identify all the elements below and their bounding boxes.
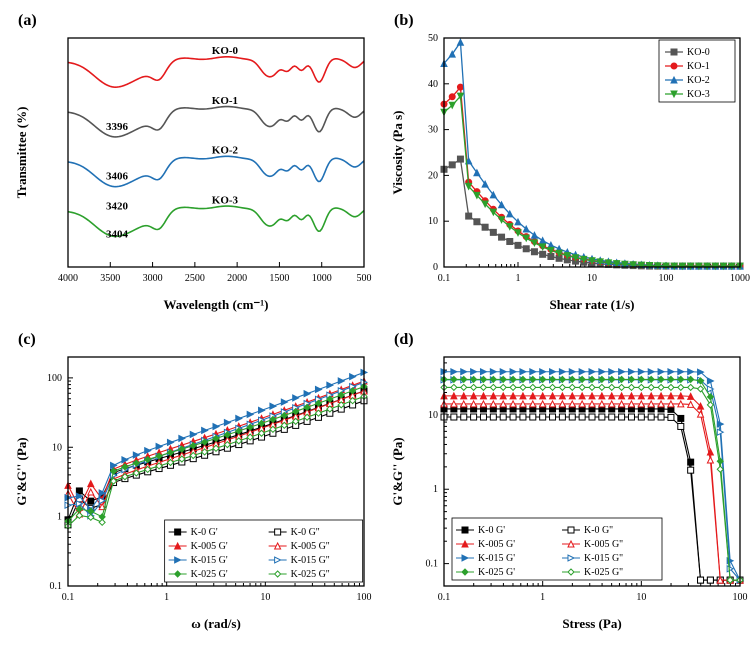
svg-text:40: 40 <box>428 79 438 90</box>
svg-text:KO-2: KO-2 <box>687 75 710 86</box>
svg-text:G'&G'' (Pa): G'&G'' (Pa) <box>14 437 29 505</box>
svg-text:KO-1: KO-1 <box>212 95 238 107</box>
svg-text:10: 10 <box>428 410 438 421</box>
svg-text:Transmittee (%): Transmittee (%) <box>14 107 29 199</box>
svg-text:30: 30 <box>428 125 438 136</box>
svg-text:1: 1 <box>516 273 521 284</box>
svg-text:0.1: 0.1 <box>438 273 451 284</box>
svg-text:K-005 G': K-005 G' <box>478 539 515 550</box>
svg-text:3420: 3420 <box>106 200 129 212</box>
panel-b: (b) 0.1 1 10 100 1000 0 10 20 30 40 50 KO-0 KO-1 KO-2… <box>386 10 752 319</box>
svg-text:K-015 G': K-015 G' <box>478 553 515 564</box>
chart-grid: (a) 4000350030002500200015001000500KO-0K… <box>10 10 742 638</box>
svg-text:2500: 2500 <box>185 273 205 284</box>
svg-text:KO-1: KO-1 <box>687 61 710 72</box>
svg-text:Viscosity (Pa s): Viscosity (Pa s) <box>390 110 405 194</box>
panel-a-svg: 4000 3500 3000 2500 2000 1500 1000 500 KO-0 KO-1 K… <box>10 10 376 319</box>
svg-text:K-025 G'': K-025 G'' <box>291 569 330 580</box>
svg-text:100: 100 <box>733 592 748 603</box>
svg-text:K-015 G'': K-015 G'' <box>584 553 623 564</box>
svg-text:3406: 3406 <box>106 171 129 183</box>
svg-text:K-0 G': K-0 G' <box>478 525 505 536</box>
panel-d-label: (d) <box>394 331 414 349</box>
svg-text:3396: 3396 <box>106 121 129 133</box>
svg-text:K-005 G': K-005 G' <box>191 541 228 552</box>
svg-text:10: 10 <box>636 592 646 603</box>
svg-text:2000: 2000 <box>227 273 247 284</box>
svg-text:K-0 G'': K-0 G'' <box>584 525 613 536</box>
svg-text:100: 100 <box>659 273 674 284</box>
svg-text:KO-3: KO-3 <box>687 89 710 100</box>
svg-text:0.1: 0.1 <box>50 581 63 592</box>
svg-text:K-015 G'': K-015 G'' <box>291 555 330 566</box>
panel-d-svg: 0.1 1 10 100 0.1 1 10 K-0 G' K-0 G'' K-005 G' K-00… <box>386 329 752 638</box>
svg-text:K-015 G': K-015 G' <box>191 555 228 566</box>
svg-text:3000: 3000 <box>143 273 163 284</box>
svg-text:K-0 G': K-0 G' <box>191 527 218 538</box>
svg-text:1000: 1000 <box>312 273 332 284</box>
svg-text:10: 10 <box>52 442 62 453</box>
panel-b-svg: 0.1 1 10 100 1000 0 10 20 30 40 50 KO-0 KO-1 KO-2 KO-3… <box>386 10 752 319</box>
svg-text:1: 1 <box>164 592 169 603</box>
svg-text:K-005 G'': K-005 G'' <box>584 539 623 550</box>
svg-text:3500: 3500 <box>100 273 120 284</box>
svg-text:KO-2: KO-2 <box>212 145 239 157</box>
panel-d: (d) 0.1 1 10 100 0.1 1 10 K-0 G' K-0 G'' K-005 G'… <box>386 329 752 638</box>
svg-text:Wavelength (cm⁻¹): Wavelength (cm⁻¹) <box>164 297 269 312</box>
svg-text:0.1: 0.1 <box>438 592 451 603</box>
svg-text:20: 20 <box>428 170 438 181</box>
svg-text:Shear rate (1/s): Shear rate (1/s) <box>550 297 635 312</box>
svg-text:1: 1 <box>57 512 62 523</box>
panel-b-label: (b) <box>394 12 414 30</box>
svg-text:1500: 1500 <box>269 273 289 284</box>
svg-text:K-0 G'': K-0 G'' <box>291 527 320 538</box>
svg-text:100: 100 <box>357 592 372 603</box>
svg-text:K-025 G'': K-025 G'' <box>584 567 623 578</box>
panel-c-svg: 0.1 1 10 100 0.1 1 10 100 K-0 G' K-0 G'' K-005 G' K… <box>10 329 376 638</box>
svg-text:ω (rad/s): ω (rad/s) <box>191 616 241 631</box>
svg-text:K-025 G': K-025 G' <box>478 567 515 578</box>
svg-text:1000: 1000 <box>730 273 750 284</box>
svg-text:50: 50 <box>428 33 438 44</box>
panel-c: (c) 0.1 1 10 100 0.1 1 10 100 K-0 G' K-0 G'' K-005… <box>10 329 376 638</box>
panel-c-label: (c) <box>18 331 36 349</box>
svg-text:10: 10 <box>260 592 270 603</box>
panel-a-label: (a) <box>18 12 37 30</box>
panel-a: (a) 4000 3500 3000 2500 2000 1500 1000 500 KO-0 K… <box>10 10 376 319</box>
svg-text:K-005 G'': K-005 G'' <box>291 541 330 552</box>
svg-text:4000: 4000 <box>58 273 78 284</box>
svg-text:100: 100 <box>47 373 62 384</box>
svg-text:Stress (Pa): Stress (Pa) <box>562 616 621 631</box>
svg-text:3404: 3404 <box>106 228 129 240</box>
svg-text:0.1: 0.1 <box>426 559 439 570</box>
svg-text:10: 10 <box>428 216 438 227</box>
svg-text:10: 10 <box>587 273 597 284</box>
svg-text:1: 1 <box>540 592 545 603</box>
svg-text:1: 1 <box>433 484 438 495</box>
svg-text:K-025 G': K-025 G' <box>191 569 228 580</box>
svg-text:G'&G'' (Pa): G'&G'' (Pa) <box>390 437 405 505</box>
svg-text:0.1: 0.1 <box>62 592 75 603</box>
svg-text:KO-0: KO-0 <box>687 47 710 58</box>
svg-text:KO-3: KO-3 <box>212 194 239 206</box>
svg-text:500: 500 <box>357 273 372 284</box>
svg-text:0: 0 <box>433 262 438 273</box>
svg-text:KO-0: KO-0 <box>212 45 239 57</box>
